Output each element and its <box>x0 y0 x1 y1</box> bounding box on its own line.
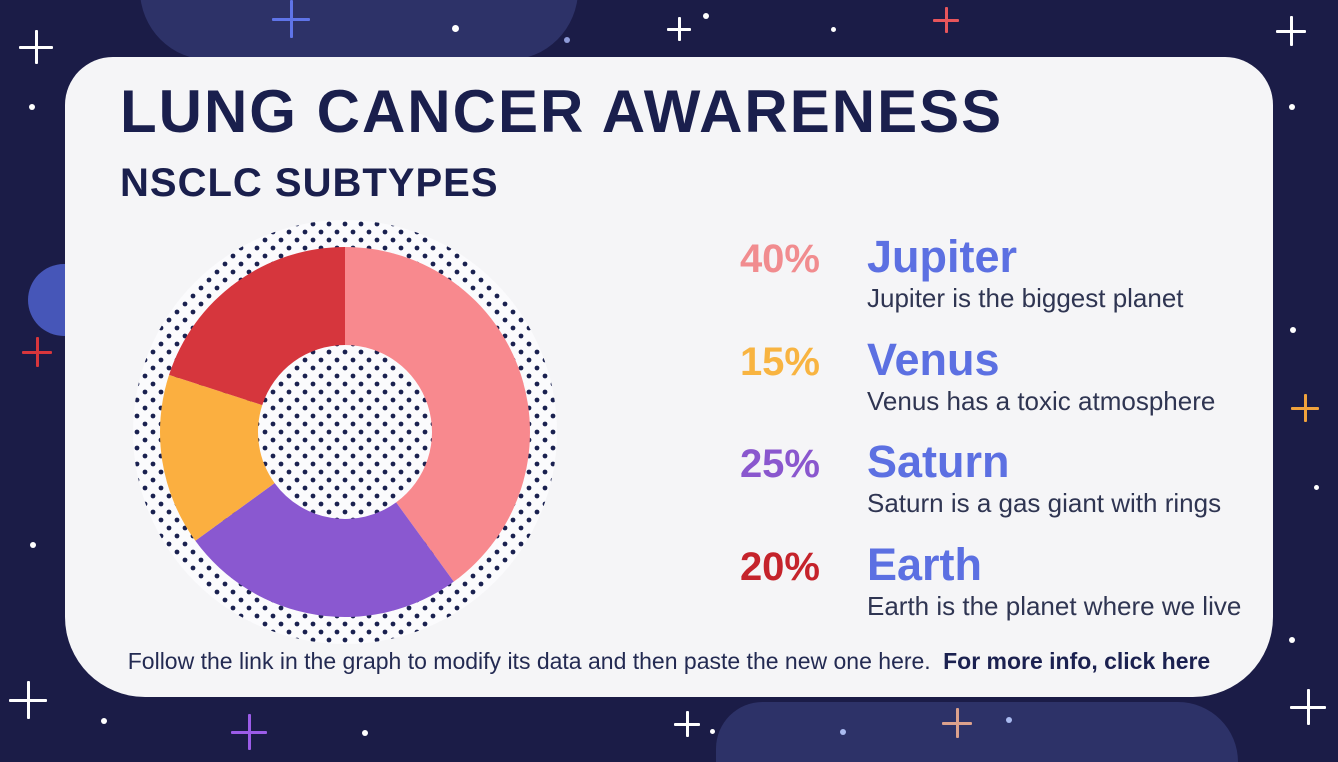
footer-link[interactable]: For more info, click here <box>943 648 1211 674</box>
dot-decoration <box>840 729 846 735</box>
legend-percent: 15% <box>739 339 820 384</box>
legend-description: Venus has a toxic atmosphere <box>867 385 1216 416</box>
plus-decoration <box>1291 394 1319 422</box>
footer-text: Follow the link in the graph to modify i… <box>127 648 931 674</box>
legend-name: Saturn <box>867 436 1010 488</box>
donut-segment-jupiter <box>345 247 530 582</box>
dot-decoration <box>703 13 709 19</box>
dot-decoration <box>1006 717 1012 723</box>
donut-chart-svg <box>133 220 557 644</box>
dot-decoration <box>1290 327 1296 333</box>
dot-decoration <box>1313 484 1319 490</box>
dot-decoration <box>101 718 107 724</box>
plus-decoration <box>9 681 47 719</box>
footer-note: Follow the link in the graph to modify i… <box>65 648 1273 675</box>
legend-description: Earth is the planet where we live <box>867 590 1242 621</box>
plus-decoration <box>231 714 267 750</box>
legend-percent: 20% <box>739 544 820 589</box>
plus-decoration <box>667 17 691 41</box>
legend-name: Venus <box>867 333 1000 385</box>
donut-segment-earth <box>169 247 345 406</box>
donut-segment-venus <box>160 374 275 541</box>
plus-decoration <box>674 711 700 737</box>
slide-card: LUNG CANCER AWARENESS NSCLC SUBTYPES 40%… <box>65 57 1273 697</box>
background-blob-bottom <box>716 702 1238 762</box>
legend-item-earth: 20% Earth Earth is the planet where we l… <box>655 538 1255 624</box>
legend-item-saturn: 25% Saturn Saturn is a gas giant with ri… <box>655 438 1255 521</box>
legend-description: Saturn is a gas giant with rings <box>867 488 1222 519</box>
legend-percent: 25% <box>739 442 820 487</box>
plus-decoration <box>19 30 53 64</box>
dot-decoration <box>362 730 368 736</box>
legend-item-venus: 15% Venus Venus has a toxic atmosphere <box>655 333 1255 419</box>
slide-subtitle: NSCLC SUBTYPES <box>120 161 499 205</box>
plus-decoration <box>22 337 52 367</box>
chart-legend: 40% Jupiter Jupiter is the biggest plane… <box>655 233 1255 643</box>
plus-decoration <box>1276 16 1306 46</box>
legend-name: Jupiter <box>867 231 1018 282</box>
dot-decoration <box>1289 104 1295 110</box>
legend-item-jupiter: 40% Jupiter Jupiter is the biggest plane… <box>655 233 1255 316</box>
dot-decoration <box>564 37 570 43</box>
legend-percent: 40% <box>739 237 820 281</box>
background-blob-top <box>140 0 578 60</box>
plus-decoration <box>942 708 972 738</box>
dot-decoration <box>29 104 35 110</box>
legend-name: Earth <box>867 538 983 590</box>
plus-decoration <box>272 0 310 38</box>
plus-decoration <box>933 7 959 33</box>
plus-decoration <box>1290 689 1326 725</box>
legend-description: Jupiter is the biggest planet <box>867 283 1184 314</box>
dot-decoration <box>451 24 459 32</box>
dot-decoration <box>830 26 836 32</box>
dot-decoration <box>30 542 36 548</box>
donut-segment-saturn <box>195 483 454 617</box>
dot-decoration <box>1289 637 1295 643</box>
slide-title: LUNG CANCER AWARENESS <box>120 78 1004 145</box>
donut-chart[interactable] <box>125 212 565 652</box>
dot-decoration <box>709 728 715 734</box>
